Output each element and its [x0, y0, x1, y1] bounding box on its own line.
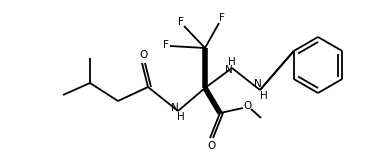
- Text: O: O: [140, 50, 148, 60]
- Text: F: F: [219, 13, 225, 23]
- Text: O: O: [243, 101, 251, 111]
- Text: H: H: [177, 112, 185, 122]
- Text: F: F: [178, 17, 184, 27]
- Text: F: F: [163, 40, 169, 50]
- Text: N: N: [171, 103, 179, 113]
- Text: N: N: [254, 79, 262, 89]
- Text: H: H: [260, 91, 268, 101]
- Text: H: H: [228, 57, 236, 67]
- Text: O: O: [207, 141, 215, 151]
- Text: N: N: [225, 65, 233, 75]
